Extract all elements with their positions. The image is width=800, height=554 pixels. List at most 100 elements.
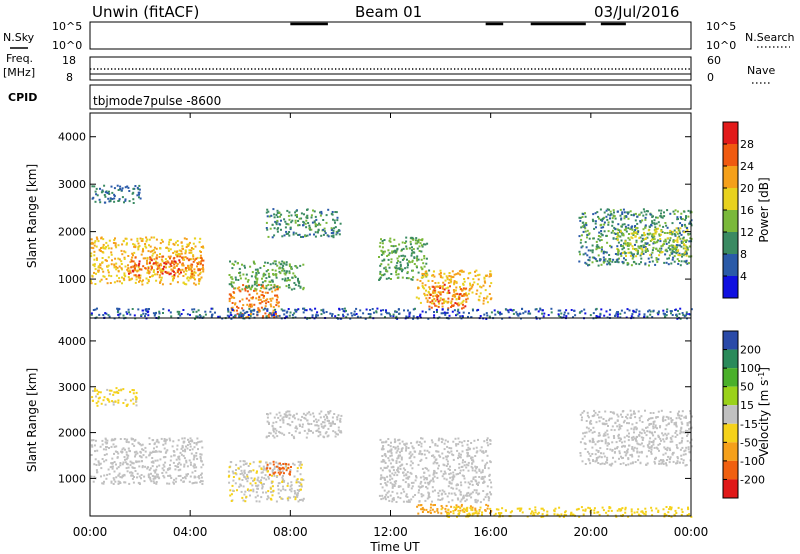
- data-cell: [641, 240, 643, 243]
- data-cell: [124, 275, 127, 278]
- data-cell: [674, 239, 677, 242]
- data-cell: [113, 478, 116, 481]
- data-cell: [235, 278, 237, 281]
- data-cell: [400, 254, 403, 257]
- data-cell: [650, 445, 653, 448]
- data-cell: [182, 480, 185, 483]
- data-cell: [260, 476, 263, 479]
- data-cell: [405, 245, 408, 248]
- data-cell: [155, 311, 157, 314]
- data-cell: [628, 432, 630, 435]
- data-cell: [181, 444, 184, 447]
- data-cell: [389, 481, 392, 484]
- data-cell: [433, 298, 436, 300]
- data-cell: [688, 313, 691, 316]
- data-cell: [138, 184, 141, 187]
- data-cell: [148, 443, 151, 445]
- data-cell: [249, 265, 252, 268]
- data-cell: [684, 225, 687, 228]
- data-cell: [117, 244, 120, 247]
- data-cell: [278, 473, 281, 476]
- data-cell: [442, 457, 445, 460]
- data-cell: [613, 211, 615, 214]
- data-cell: [471, 459, 473, 462]
- data-cell: [244, 500, 247, 503]
- data-cell: [633, 437, 636, 440]
- data-cell: [96, 389, 99, 392]
- data-cell: [178, 461, 181, 464]
- data-cell: [415, 441, 418, 444]
- data-cell: [302, 307, 304, 310]
- data-cell: [144, 243, 147, 245]
- data-cell: [291, 276, 294, 279]
- data-cell: [627, 244, 630, 247]
- data-cell: [420, 266, 423, 269]
- data-cell: [367, 313, 370, 315]
- data-cell: [466, 443, 469, 446]
- data-cell: [144, 450, 147, 453]
- data-cell: [641, 428, 644, 431]
- data-cell: [270, 284, 273, 287]
- data-cell: [455, 484, 458, 487]
- data-cell: [418, 441, 421, 444]
- data-cell: [617, 252, 620, 255]
- data-cell: [120, 260, 123, 263]
- data-cell: [631, 228, 634, 231]
- data-cell: [428, 308, 431, 311]
- data-cell: [176, 444, 179, 447]
- data-cell: [421, 272, 424, 275]
- data-cell: [660, 247, 663, 250]
- data-cell: [266, 420, 269, 423]
- data-cell: [636, 227, 639, 230]
- data-cell: [200, 480, 202, 483]
- data-cell: [381, 246, 384, 249]
- data-cell: [453, 290, 456, 293]
- data-cell: [477, 493, 480, 496]
- data-cell: [142, 279, 144, 282]
- data-cell: [320, 234, 323, 237]
- data-cell: [278, 212, 281, 214]
- data-cell: [279, 414, 282, 417]
- data-cell: [92, 247, 95, 250]
- data-cell: [300, 485, 303, 488]
- data-cell: [342, 315, 345, 317]
- data-cell: [186, 444, 189, 447]
- data-cell: [436, 509, 439, 512]
- data-cell: [288, 231, 291, 233]
- data-cell: [201, 483, 204, 485]
- data-cell: [131, 474, 134, 477]
- data-cell: [652, 412, 655, 414]
- data-cell: [650, 253, 653, 256]
- data-cell: [243, 312, 246, 315]
- data-cell: [297, 418, 300, 421]
- data-cell: [382, 274, 385, 277]
- data-cell: [294, 491, 297, 494]
- data-cell: [262, 275, 265, 278]
- data-cell: [382, 252, 385, 255]
- data-cell: [390, 454, 393, 457]
- data-cell: [641, 219, 644, 222]
- data-cell: [283, 472, 285, 475]
- colorbar-swatch: [723, 276, 738, 298]
- data-cell: [314, 215, 317, 218]
- data-cell: [620, 230, 622, 233]
- data-cell: [235, 473, 238, 476]
- data-cell: [172, 270, 175, 273]
- data-cell: [388, 459, 391, 462]
- data-cell: [670, 419, 673, 422]
- data-cell: [177, 312, 180, 315]
- data-cell: [447, 286, 450, 289]
- data-cell: [468, 287, 471, 290]
- data-cell: [470, 316, 473, 319]
- data-cell: [686, 430, 688, 432]
- data-cell: [288, 314, 291, 317]
- data-cell: [287, 482, 289, 485]
- data-cell: [619, 316, 622, 319]
- data-cell: [103, 454, 106, 456]
- data-cell: [676, 457, 679, 460]
- data-cell: [291, 313, 294, 316]
- data-cell: [111, 457, 114, 460]
- data-cell: [101, 257, 104, 259]
- data-cell: [273, 467, 276, 470]
- data-cell: [296, 427, 299, 430]
